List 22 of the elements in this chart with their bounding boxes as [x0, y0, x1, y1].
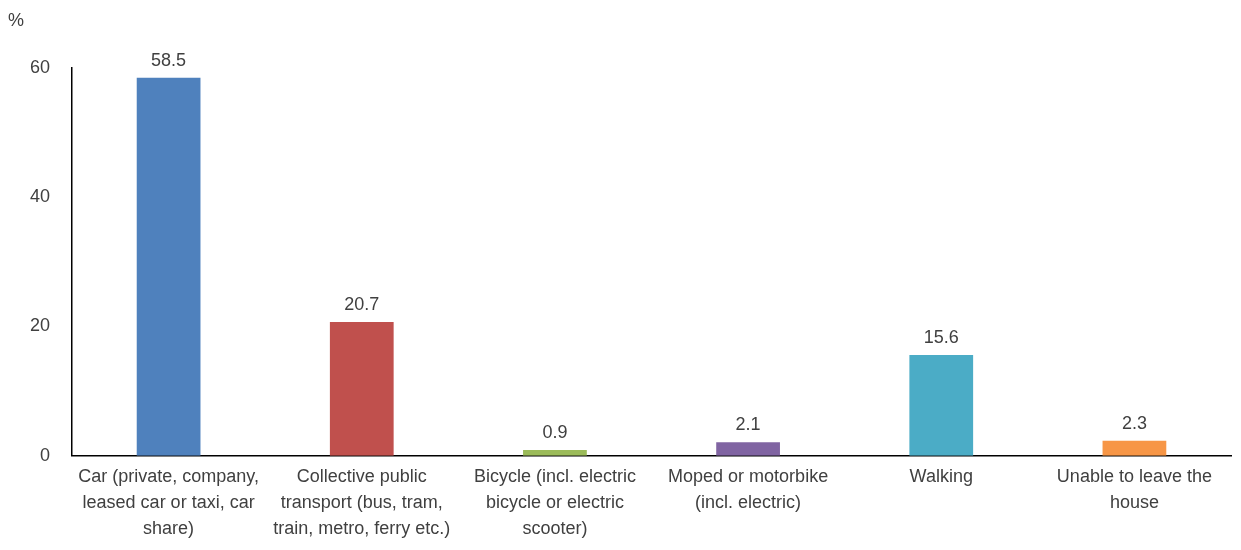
y-tick-label: 20: [29, 315, 51, 336]
y-tick-label: 0: [40, 444, 51, 465]
x-tick-label: Bicycle (incl. electric bicycle or electric scooter): [473, 465, 636, 538]
bar: [716, 442, 780, 456]
data-label: 0.9: [542, 421, 568, 442]
data-label: 2.1: [735, 414, 761, 435]
bar: [136, 77, 201, 456]
data-label: 20.7: [344, 293, 380, 314]
x-tick-label: Moped or motorbike (incl. electric): [668, 465, 829, 512]
y-axis-title: %: [8, 9, 25, 30]
y-tick-label: 40: [29, 186, 51, 207]
bar: [909, 354, 974, 456]
data-label: 58.5: [151, 49, 187, 70]
bar: [1102, 440, 1167, 456]
x-tick-label: Walking: [909, 465, 973, 486]
x-tick-label: Car (private, company, leased car or taxi, car share): [78, 465, 259, 538]
x-tick-label: Collective public transport (bus, tram, train, metro, ferry etc.): [273, 465, 451, 538]
bar: [329, 321, 394, 456]
data-label: 15.6: [923, 326, 959, 347]
data-label: 2.3: [1121, 412, 1147, 433]
y-tick-label: 60: [29, 56, 51, 77]
x-tick-label: Unable to leave the house: [1056, 465, 1212, 512]
